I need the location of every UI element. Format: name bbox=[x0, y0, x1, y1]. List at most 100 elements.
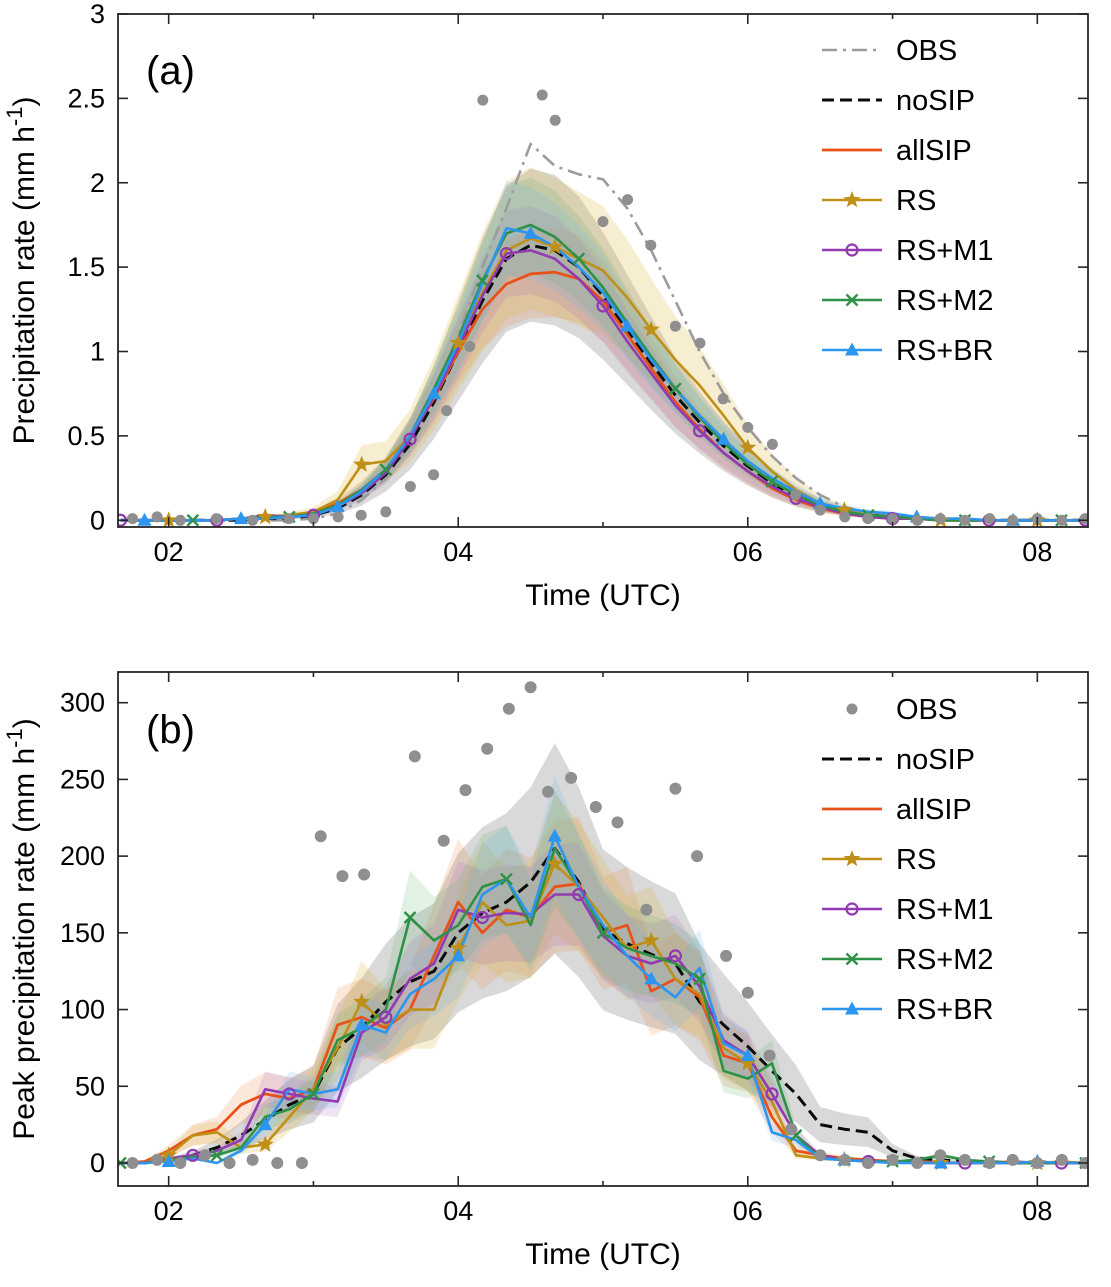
obs-dot bbox=[669, 782, 682, 795]
y-tick-label: 250 bbox=[60, 764, 105, 794]
marker-triangle-RS+BR bbox=[258, 1117, 273, 1131]
marker-star-RS bbox=[642, 320, 660, 337]
obs-dot bbox=[549, 114, 561, 126]
obs-dot bbox=[861, 1157, 874, 1169]
y-tick-label: 0.5 bbox=[67, 421, 105, 451]
obs-dot bbox=[481, 742, 494, 755]
obs-dot bbox=[790, 489, 802, 501]
legend-label: RS+M1 bbox=[896, 894, 994, 926]
obs-dot bbox=[814, 1149, 827, 1162]
marker-x-RS+M2 bbox=[307, 1087, 320, 1101]
marker-star-RS bbox=[546, 854, 564, 872]
obs-dot bbox=[814, 504, 826, 516]
plot-area-b bbox=[118, 681, 1088, 1171]
obs-dot bbox=[911, 514, 923, 526]
marker-star-RS bbox=[546, 237, 564, 255]
marker-x-RS+M2 bbox=[500, 872, 513, 886]
obs-dot bbox=[464, 340, 476, 352]
obs-dot bbox=[622, 194, 634, 206]
marker-circle-RS+M1 bbox=[379, 1010, 393, 1024]
obs-dot bbox=[911, 1157, 924, 1169]
marker-star-RS bbox=[739, 438, 757, 455]
legend-a: OBS noSIP allSIP RS RS+M1 RS+M2 RS+BR bbox=[822, 35, 994, 367]
y-tick-label: 2.5 bbox=[67, 83, 105, 113]
marker-star-RS bbox=[449, 939, 467, 956]
marker-dot-OBS-legend bbox=[846, 703, 858, 715]
marker-star-RS bbox=[835, 501, 853, 518]
legend-item-RS: RS bbox=[822, 185, 936, 217]
y-tick-label: 1.5 bbox=[67, 252, 105, 282]
ticks-b bbox=[118, 672, 1088, 1186]
panel-letter-a: (a) bbox=[146, 49, 195, 93]
obs-dot bbox=[717, 393, 729, 405]
obs-dot bbox=[174, 514, 186, 526]
obs-dot bbox=[645, 239, 657, 251]
legend-label: RS+M2 bbox=[896, 944, 994, 976]
y-tick-label: 1 bbox=[90, 337, 105, 367]
marker-x-RS+M2 bbox=[572, 252, 586, 266]
marker-circle-RS+M1 bbox=[692, 424, 707, 438]
obs-dot bbox=[126, 1157, 139, 1169]
legend-label: OBS bbox=[896, 694, 957, 726]
x-tick-label: 08 bbox=[1022, 1196, 1052, 1226]
obs-dot bbox=[332, 511, 344, 523]
obs-dot bbox=[741, 986, 754, 999]
obs-dot bbox=[694, 337, 706, 349]
legend-label: RS+BR bbox=[896, 335, 994, 367]
marker-triangle-RS+BR bbox=[620, 318, 635, 332]
series-line-RS+BR bbox=[120, 834, 1086, 1165]
marker-x-RS+M2 bbox=[693, 972, 706, 986]
y-tick-label: 50 bbox=[75, 1071, 105, 1101]
obs-dot bbox=[271, 1157, 284, 1169]
marker-circle-RS+M1 bbox=[475, 910, 490, 925]
legend-item-RS+BR: RS+BR bbox=[822, 994, 994, 1026]
y-tick-label: 200 bbox=[60, 841, 105, 871]
legend-label: RS+M1 bbox=[896, 235, 994, 267]
obs-dot bbox=[669, 320, 681, 332]
obs-scatter-b bbox=[126, 681, 1088, 1169]
legend-label: allSIP bbox=[896, 794, 972, 826]
marker-triangle-RS+BR bbox=[330, 499, 345, 513]
marker-circle-RS+M1 bbox=[499, 247, 514, 261]
obs-dot bbox=[959, 514, 971, 526]
y-tick-label: 300 bbox=[60, 688, 105, 718]
marker-x-RS+M2 bbox=[186, 513, 200, 527]
obs-dot bbox=[742, 421, 754, 433]
obs-dot bbox=[862, 513, 874, 525]
obs-dot bbox=[151, 1153, 164, 1166]
legend-item-RS+M2: RS+M2 bbox=[822, 944, 994, 976]
band-noSIP bbox=[120, 743, 1086, 1163]
obs-dot bbox=[247, 514, 259, 526]
legend-item-RS+M1: RS+M1 bbox=[822, 894, 994, 926]
obs-dot bbox=[1006, 1153, 1019, 1166]
marker-star-RS bbox=[256, 1135, 274, 1152]
y-tick-label: 100 bbox=[60, 995, 105, 1025]
obs-dot bbox=[720, 949, 733, 962]
legend-label: noSIP bbox=[896, 744, 975, 776]
obs-dot bbox=[597, 216, 609, 228]
obs-dot bbox=[542, 785, 554, 798]
obs-dot bbox=[441, 405, 453, 417]
marker-triangle-RS+BR bbox=[451, 948, 466, 962]
marker-triangle-RS+BR bbox=[354, 1017, 369, 1031]
band-noSIP bbox=[120, 168, 1086, 521]
legend-item-RS: RS bbox=[822, 844, 936, 876]
marker-circle-RS+M1 bbox=[572, 887, 586, 902]
obs-dot bbox=[1079, 513, 1088, 525]
marker-x-RS+M2 bbox=[765, 475, 779, 488]
marker-triangle-RS+BR bbox=[716, 431, 731, 445]
marker-circle-RS+M1 bbox=[282, 1087, 296, 1101]
obs-dot bbox=[983, 1157, 996, 1169]
obs-dot bbox=[198, 1149, 211, 1162]
marker-triangle-RS+BR bbox=[644, 971, 659, 985]
marker-x-RS+M2-legend bbox=[845, 293, 859, 307]
obs-dot bbox=[380, 506, 392, 518]
legend-item-OBS: OBS bbox=[846, 694, 957, 726]
ticks-a bbox=[118, 13, 1088, 527]
obs-dot bbox=[1056, 514, 1068, 526]
marker-circle-RS+M1 bbox=[403, 432, 417, 446]
x-tick-label: 06 bbox=[733, 537, 763, 567]
legend-item-OBS: OBS bbox=[822, 35, 957, 67]
legend-label: allSIP bbox=[896, 135, 972, 167]
